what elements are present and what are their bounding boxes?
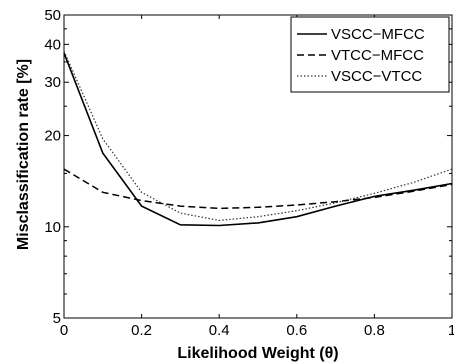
- y-tick-label: 50: [44, 7, 61, 24]
- legend-box: [290, 16, 450, 93]
- series-line-2: [63, 168, 453, 210]
- legend-label: VSCC−VTCC: [331, 68, 422, 85]
- series-line-1: [63, 52, 453, 227]
- legend-label: VTCC−MFCC: [331, 47, 424, 64]
- y-tick-label: 10: [44, 219, 61, 236]
- y-tick-label: 30: [44, 74, 61, 91]
- y-tick-label: 40: [44, 36, 61, 53]
- x-tick-label: 0.8: [364, 322, 385, 339]
- series-layer: [63, 50, 453, 227]
- x-tick-label: 0.2: [131, 322, 152, 339]
- plot-area: [63, 14, 453, 319]
- x-tick-label: 0: [60, 322, 68, 339]
- y-axis: 5 10 20 30 40 50: [44, 7, 452, 327]
- x-tick-label: 1: [448, 322, 454, 339]
- x-tick-label: 0.6: [286, 322, 307, 339]
- y-tick-label: 20: [44, 128, 61, 145]
- legend: VSCC−MFCC VTCC−MFCC VSCC−VTCC: [290, 16, 450, 93]
- legend-label: VSCC−MFCC: [331, 26, 425, 43]
- x-tick-label: 0.4: [209, 322, 230, 339]
- series-line-3: [63, 50, 453, 222]
- y-tick-label: 5: [53, 310, 61, 327]
- plot-border: [63, 14, 453, 319]
- y-axis-label: Misclassification rate [%]: [15, 59, 32, 250]
- x-axis-label: Likelihood Weight (θ): [177, 345, 338, 362]
